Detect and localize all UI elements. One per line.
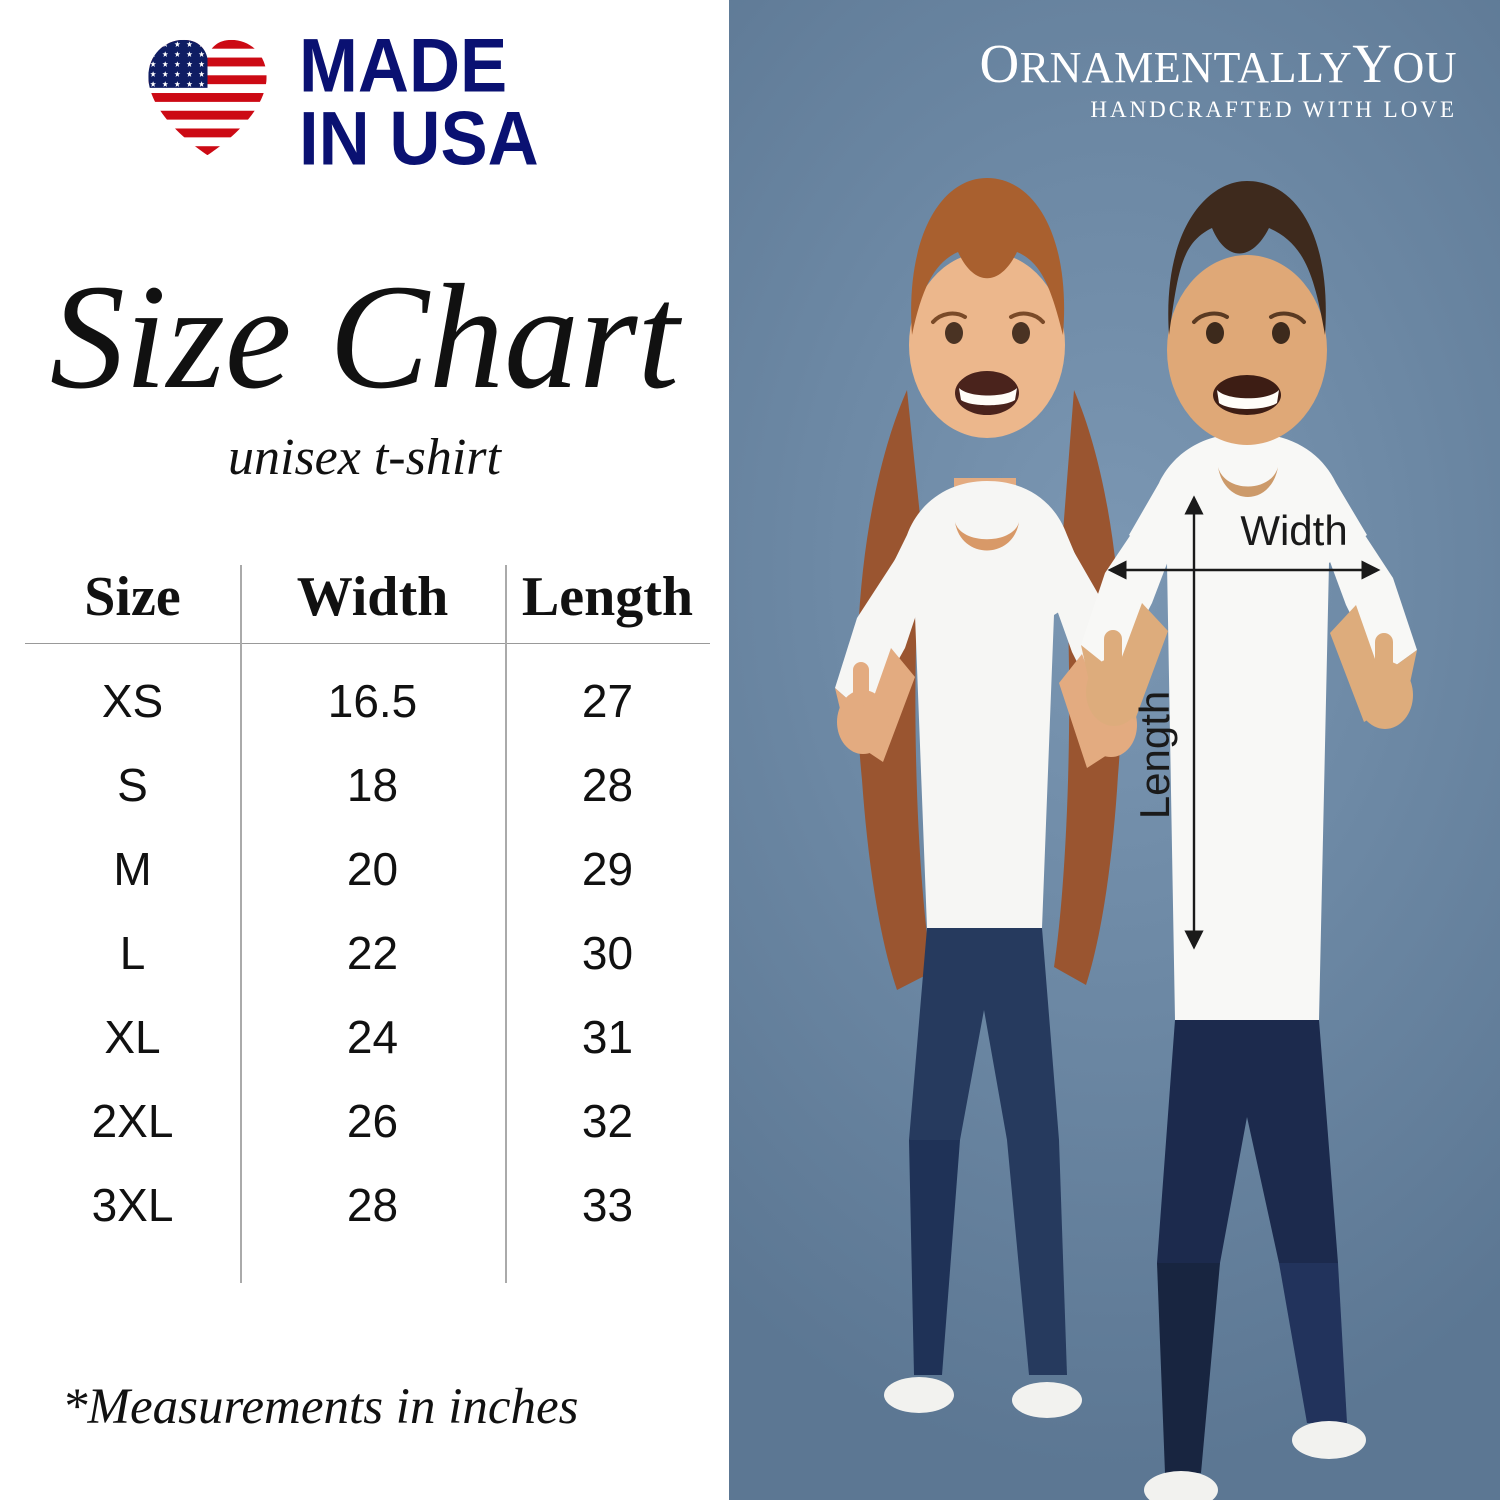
svg-text:Length: Length bbox=[1131, 691, 1178, 819]
svg-text:Width: Width bbox=[1240, 507, 1347, 554]
